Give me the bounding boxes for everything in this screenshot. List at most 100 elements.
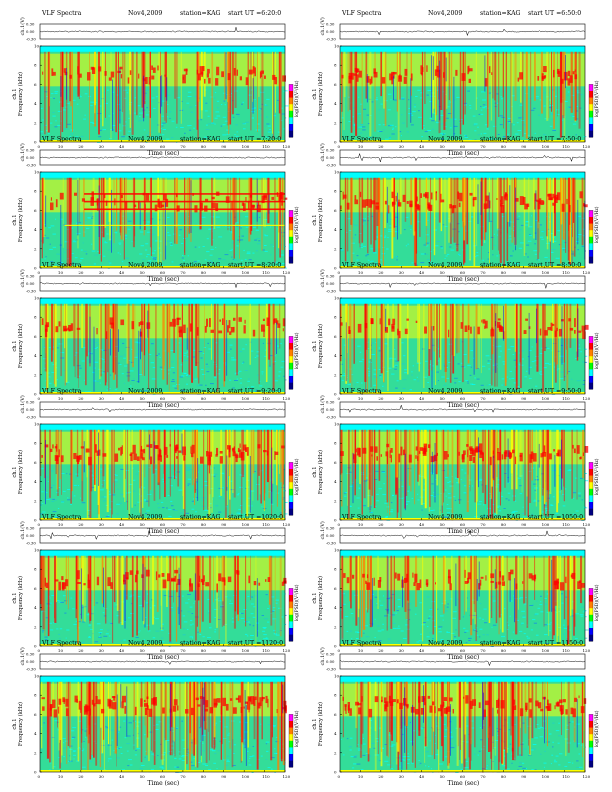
noise-speck xyxy=(377,630,382,632)
noise-speck xyxy=(475,616,479,618)
noise-speck xyxy=(534,479,539,481)
noise-speck xyxy=(153,468,158,470)
sferic-streak xyxy=(144,51,146,104)
noise-speck xyxy=(526,637,531,639)
noise-speck xyxy=(198,246,201,248)
peak-patch xyxy=(419,447,424,451)
noise-speck xyxy=(143,487,146,489)
sferic-streak xyxy=(423,303,425,388)
sferic-streak xyxy=(474,555,476,625)
noise-speck xyxy=(544,597,547,599)
peak-patch xyxy=(427,197,429,206)
noise-speck xyxy=(42,119,44,121)
noise-speck xyxy=(211,228,214,230)
noise-speck xyxy=(349,630,352,632)
spectrogram-image xyxy=(340,172,588,269)
peak-patch xyxy=(415,320,418,323)
peak-patch xyxy=(397,202,402,207)
x-tick-label: 120 xyxy=(583,144,591,149)
dropout-line xyxy=(561,306,563,365)
noise-speck xyxy=(171,137,174,139)
noise-speck xyxy=(215,247,217,248)
noise-speck xyxy=(513,596,515,598)
x-tick-label: 120 xyxy=(583,396,591,401)
sferic-streak xyxy=(515,303,518,390)
noise-speck xyxy=(544,603,548,605)
noise-speck xyxy=(162,122,166,124)
noise-speck xyxy=(126,750,129,752)
noise-speck xyxy=(539,99,542,101)
noise-speck xyxy=(535,385,538,387)
sferic-streak xyxy=(208,429,210,474)
waveform-ylabel: ch.1(V) xyxy=(319,395,326,413)
noise-speck xyxy=(548,259,550,261)
noise-speck xyxy=(445,477,448,479)
noise-speck xyxy=(247,621,250,623)
noise-speck xyxy=(582,235,586,237)
sferic-streak xyxy=(529,429,532,503)
noise-speck xyxy=(180,364,183,366)
noise-speck xyxy=(146,256,148,258)
peak-patch xyxy=(182,446,186,456)
noise-speck xyxy=(543,505,547,507)
noise-speck xyxy=(368,371,371,373)
panel-date: Nov4,2009 xyxy=(128,136,162,143)
dropout-line xyxy=(225,52,227,100)
colorbar-segment xyxy=(289,614,293,622)
noise-speck xyxy=(48,376,51,378)
noise-speck xyxy=(396,610,399,612)
sferic-streak xyxy=(98,429,100,520)
noise-speck xyxy=(86,510,91,511)
noise-speck xyxy=(438,110,440,112)
sferic-streak xyxy=(565,303,567,350)
noise-speck xyxy=(494,514,497,516)
peak-patch xyxy=(458,202,461,208)
sferic-streak xyxy=(227,51,229,126)
y-tick-label: 6 xyxy=(34,208,37,213)
noise-speck xyxy=(210,248,214,250)
noise-speck xyxy=(140,231,144,233)
noise-speck xyxy=(524,376,527,378)
noise-speck xyxy=(552,496,555,498)
dropout-line xyxy=(160,76,161,114)
peak-patch xyxy=(523,330,527,334)
noise-speck xyxy=(395,387,398,389)
sferic-streak xyxy=(407,303,409,375)
peak-patch xyxy=(505,451,507,454)
noise-speck xyxy=(382,129,385,131)
sferic-streak xyxy=(407,555,410,646)
waveform-ylabel: ch.1(V) xyxy=(319,521,326,539)
noise-speck xyxy=(440,247,443,249)
noise-speck xyxy=(255,391,257,393)
noise-speck xyxy=(76,365,81,367)
sferic-streak xyxy=(347,429,348,506)
noise-speck xyxy=(248,760,250,762)
noise-speck xyxy=(363,625,368,627)
peak-patch xyxy=(202,580,205,585)
y-tick-label: 10 xyxy=(34,170,40,175)
sferic-streak xyxy=(261,51,264,137)
sferic-streak xyxy=(232,429,234,494)
noise-speck xyxy=(121,136,125,138)
noise-speck xyxy=(161,115,164,117)
noise-speck xyxy=(480,113,484,115)
sferic-streak xyxy=(499,177,502,263)
noise-speck xyxy=(59,101,61,103)
noise-speck xyxy=(160,641,165,643)
peak-patch xyxy=(448,569,451,579)
peak-patch xyxy=(120,319,125,326)
dropout-line xyxy=(503,305,504,341)
peak-patch xyxy=(145,77,148,84)
noise-speck xyxy=(129,385,132,387)
y-tick-label: 0 xyxy=(334,140,337,145)
noise-speck xyxy=(55,218,57,220)
peak-patch xyxy=(501,581,505,586)
noise-speck xyxy=(356,497,360,499)
y-tick-label: 2 xyxy=(34,624,37,629)
noise-speck xyxy=(384,517,388,518)
sferic-streak xyxy=(571,429,573,499)
noise-speck xyxy=(184,132,186,134)
noise-speck xyxy=(393,99,397,101)
colorbar-segment xyxy=(289,124,293,131)
peak-patch xyxy=(392,318,396,325)
